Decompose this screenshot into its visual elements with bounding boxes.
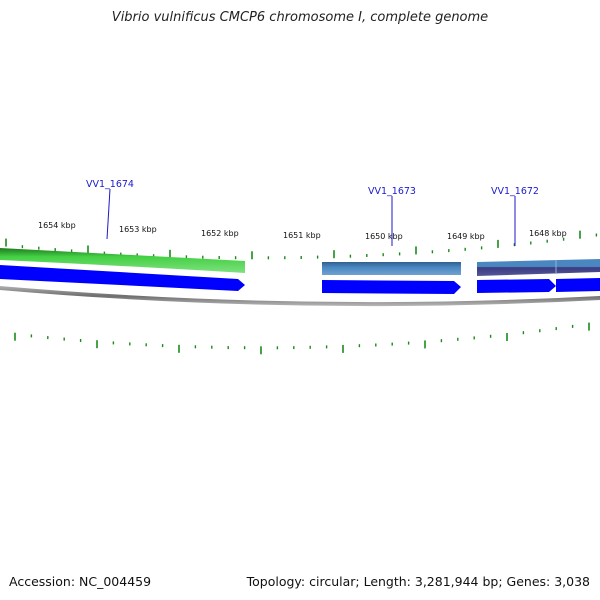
map-title: Vibrio vulnificus CMCP6 chromosome I, co… — [111, 10, 489, 25]
ruler-label-1654: 1654 kbp — [38, 221, 76, 230]
gene-feature-vv1-1673[interactable] — [322, 262, 461, 275]
cds-arrow-3[interactable] — [477, 279, 556, 293]
cds-arrow-1[interactable] — [0, 265, 245, 291]
inner-tick-row — [14, 322, 590, 355]
gene-feature-vv1-1672[interactable] — [477, 259, 600, 276]
ruler-label-1648: 1648 kbp — [529, 229, 567, 238]
cds-arrow-2[interactable] — [322, 280, 461, 294]
gene-label-vv1-1672[interactable]: VV1_1672 — [491, 186, 539, 197]
chromosome-backbone — [0, 286, 600, 307]
gene-label-vv1-1673[interactable]: VV1_1673 — [368, 186, 416, 197]
ruler-label-1651: 1651 kbp — [283, 231, 321, 240]
ruler-label-1653: 1653 kbp — [119, 225, 157, 234]
accession-text: Accession: NC_004459 — [9, 574, 152, 589]
ruler-label-1650: 1650 kbp — [365, 232, 403, 241]
gene-feature-vv1-1674[interactable] — [0, 248, 245, 273]
cds-arrow-4[interactable] — [556, 278, 600, 292]
gene-label-vv1-1674[interactable]: VV1_1674 — [86, 179, 134, 190]
outer-tick-row — [5, 230, 598, 260]
ruler-label-1649: 1649 kbp — [447, 232, 485, 241]
label-leader-vv1-1674 — [106, 188, 111, 240]
genome-summary-text: Topology: circular; Length: 3,281,944 bp… — [246, 574, 590, 589]
ruler-label-1652: 1652 kbp — [201, 229, 239, 238]
